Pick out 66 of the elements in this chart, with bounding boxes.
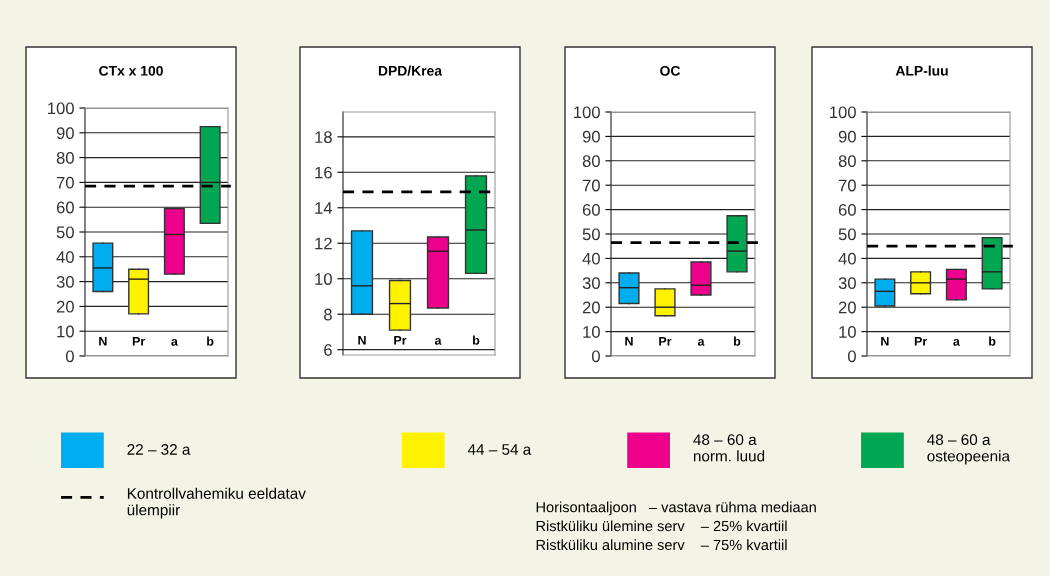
y-tick-label: 100 <box>574 106 600 119</box>
x-tick-label: a <box>953 338 960 346</box>
y-tick-label: 40 <box>838 252 856 265</box>
y-tick-label: 80 <box>582 155 600 167</box>
legend-label: 48 – 60 a osteopeenia <box>927 434 1011 465</box>
y-tick-label: 70 <box>838 179 856 192</box>
legend-label: Kontrollvahemiku eeldatav ülempiir <box>127 487 306 519</box>
legend-label: 22 – 32 a <box>127 444 191 455</box>
y-tick-label: 20 <box>56 300 74 313</box>
y-tick-label: 6 <box>324 344 332 356</box>
x-tick-label: a <box>434 337 442 345</box>
chart-title: ALP-luu <box>895 65 948 76</box>
legend-label: 48 – 60 a norm. luud <box>693 434 765 462</box>
y-tick-label: 10 <box>57 325 74 338</box>
y-tick-label: 10 <box>583 326 600 338</box>
y-tick-label: 18 <box>315 131 332 144</box>
x-tick-label: Pr <box>394 336 407 345</box>
x-tick-label: N <box>625 337 633 346</box>
y-tick-label: 10 <box>315 273 332 285</box>
chart-title: CTx x 100 <box>99 65 163 76</box>
y-tick-label: 90 <box>56 127 74 139</box>
chart-title: DPD/Krea <box>378 65 443 76</box>
y-tick-label: 70 <box>56 176 74 189</box>
x-tick-label: Pr <box>132 337 146 346</box>
y-tick-label: 0 <box>65 350 74 363</box>
y-tick-label: 14 <box>315 202 333 214</box>
y-tick-label: 60 <box>56 201 74 214</box>
text: Horisontaaljoon – vastava rühma mediaan Ristküliku ülemine serv – 25% kvartiil Ristküliku alumine serv – 75% kvartiil <box>536 501 816 551</box>
x-tick-label: N <box>358 336 366 345</box>
y-tick-label: 50 <box>838 228 856 241</box>
y-tick-label: 30 <box>56 276 74 288</box>
x-tick-label: Pr <box>914 337 928 346</box>
chart-title: OC <box>660 65 681 76</box>
y-tick-label: 90 <box>838 130 856 143</box>
y-tick-label: 100 <box>830 106 856 119</box>
x-tick-label: b <box>207 336 214 346</box>
x-tick-label: a <box>697 338 705 346</box>
y-tick-label: 20 <box>582 301 600 314</box>
x-tick-label: a <box>171 338 178 346</box>
x-tick-label: N <box>99 337 107 346</box>
y-tick-label: 30 <box>582 277 600 289</box>
x-tick-label: N <box>881 337 889 346</box>
y-tick-label: 50 <box>56 226 74 239</box>
y-tick-label: 0 <box>591 350 600 363</box>
legend-label: 44 – 54 a <box>467 444 532 455</box>
y-tick-label: 40 <box>56 251 74 263</box>
y-tick-label: 40 <box>582 252 600 265</box>
y-tick-label: 50 <box>582 228 600 241</box>
y-tick-label: 80 <box>838 155 856 167</box>
y-tick-label: 60 <box>582 204 600 216</box>
y-tick-label: 60 <box>838 204 856 216</box>
y-tick-label: 30 <box>838 277 856 289</box>
y-tick-label: 8 <box>324 308 332 321</box>
x-tick-label: b <box>734 336 741 346</box>
y-tick-label: 0 <box>847 350 856 363</box>
y-tick-label: 12 <box>315 237 332 250</box>
x-tick-label: b <box>989 336 996 346</box>
y-tick-label: 70 <box>582 179 600 192</box>
x-tick-label: b <box>473 335 480 345</box>
y-tick-label: 80 <box>56 152 74 164</box>
y-tick-label: 16 <box>315 166 332 179</box>
y-tick-label: 10 <box>839 326 856 338</box>
y-tick-label: 20 <box>838 301 856 314</box>
y-tick-label: 100 <box>48 102 74 115</box>
x-tick-label: Pr <box>659 337 672 346</box>
y-tick-label: 90 <box>582 130 600 143</box>
